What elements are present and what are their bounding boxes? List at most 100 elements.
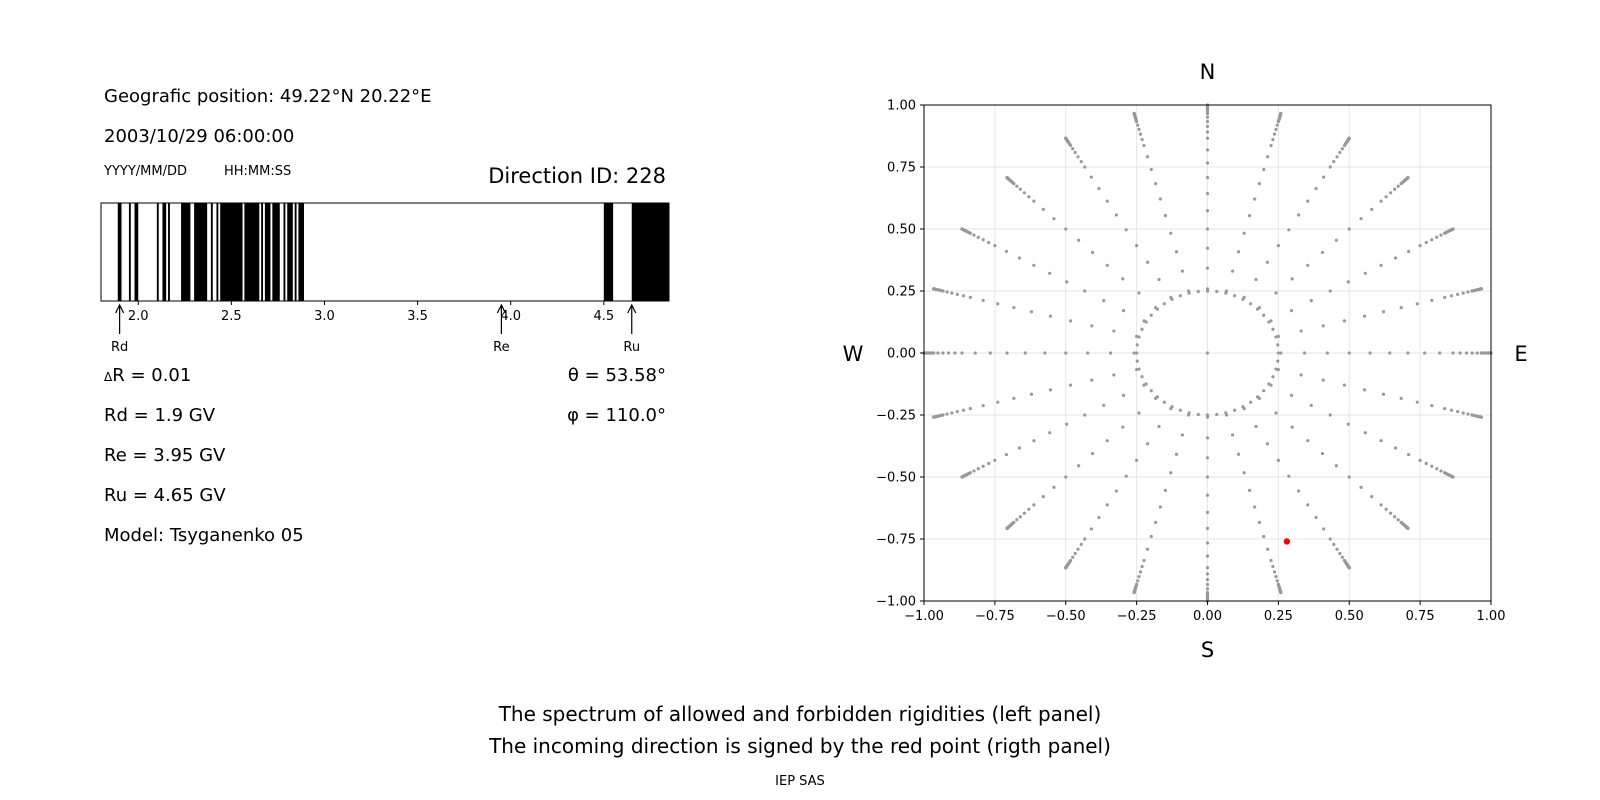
direction-point (1079, 160, 1083, 164)
direction-point (1274, 575, 1278, 579)
direction-point (1450, 474, 1454, 479)
direction-point (1133, 116, 1138, 120)
direction-point (987, 461, 991, 466)
forbidden-band (631, 203, 669, 301)
direction-point (1205, 599, 1210, 603)
direction-point (1487, 351, 1492, 355)
direction-point (1278, 113, 1282, 117)
direction-point (1170, 297, 1174, 301)
direction-point (1347, 136, 1351, 141)
direction-point (1083, 165, 1087, 169)
direction-point (1068, 559, 1072, 563)
direction-point (1287, 228, 1291, 232)
direction-point (1306, 503, 1310, 507)
direction-point (1134, 584, 1138, 589)
direction-point (1279, 112, 1283, 116)
direction-point (1345, 139, 1350, 143)
direction-point (1269, 383, 1273, 387)
direction-point (1471, 289, 1475, 293)
direction-point (1451, 475, 1455, 479)
direction-point (1142, 143, 1146, 148)
direction-point (1335, 547, 1339, 551)
direction-point (981, 464, 985, 468)
direction-point (1345, 139, 1349, 144)
direction-point (1346, 564, 1351, 569)
direction-point (1406, 176, 1410, 180)
direction-point (988, 351, 992, 355)
direction-point (1140, 137, 1144, 142)
direction-point (1007, 177, 1011, 181)
direction-point (1043, 351, 1047, 355)
direction-point (1052, 217, 1056, 221)
direction-point (1479, 351, 1483, 355)
direction-point (1256, 307, 1260, 311)
direction-point (1005, 526, 1009, 530)
direction-point (1444, 471, 1448, 475)
direction-point (1470, 413, 1474, 417)
direction-point (1344, 141, 1348, 145)
direction-point (933, 287, 937, 291)
direction-point (1009, 179, 1013, 183)
direction-point (1135, 343, 1139, 347)
direction-point (1140, 327, 1144, 331)
direction-point (1012, 306, 1016, 310)
direction-point (1338, 551, 1342, 556)
direction-point (1363, 431, 1367, 435)
direction-point (1158, 197, 1162, 201)
direction-point (968, 231, 972, 235)
direction-point (976, 467, 980, 471)
direction-point (1461, 291, 1465, 295)
direction-point (922, 351, 926, 355)
direction-point (1486, 351, 1490, 355)
direction-point (1479, 287, 1483, 291)
direction-point (1274, 367, 1278, 371)
direction-point (1338, 150, 1342, 155)
direction-point (1133, 586, 1138, 590)
direction-point (1393, 187, 1397, 191)
direction-point (1279, 111, 1283, 116)
direction-point (1017, 446, 1022, 450)
direction-point (1006, 526, 1010, 530)
direction-point (1018, 187, 1022, 191)
direction-point (1265, 442, 1270, 446)
direction-point (966, 230, 970, 234)
direction-point (1133, 588, 1137, 592)
direction-point (1262, 389, 1266, 393)
direction-point (1271, 564, 1275, 569)
direction-point (1479, 415, 1483, 419)
direction-point (1205, 599, 1210, 603)
direction-point (1344, 560, 1348, 564)
direction-point (1105, 439, 1109, 443)
geo-position: Geografic position: 49.22°N 20.22°E (104, 86, 432, 107)
direction-point (1205, 596, 1210, 601)
direction-point (1320, 250, 1325, 255)
direction-point (932, 415, 936, 419)
direction-point (1423, 351, 1427, 355)
compass-east-label: E (1514, 342, 1527, 366)
direction-point (1205, 572, 1210, 576)
direction-point (1276, 244, 1280, 248)
direction-point (1449, 474, 1453, 478)
direction-point (1066, 562, 1070, 566)
direction-point (1205, 106, 1210, 110)
direction-point (1476, 414, 1480, 418)
direction-point (1135, 244, 1139, 248)
direction-point (961, 474, 965, 478)
direction-point (1344, 142, 1348, 146)
direction-point (1133, 113, 1137, 117)
y-tick-label: 0.75 (887, 161, 916, 176)
direction-point (1135, 359, 1139, 363)
direction-point (1345, 140, 1349, 144)
direction-point (1178, 408, 1182, 412)
direction-point (1205, 103, 1210, 107)
direction-point (1277, 118, 1281, 123)
marker-label: Rd (111, 340, 128, 355)
direction-point (1134, 117, 1138, 122)
direction-point (961, 228, 965, 232)
direction-point (1402, 523, 1406, 527)
direction-point (1224, 413, 1229, 417)
direction-point (1205, 413, 1210, 417)
direction-point (945, 290, 949, 294)
direction-point (1083, 289, 1087, 293)
direction-point (1105, 199, 1109, 203)
